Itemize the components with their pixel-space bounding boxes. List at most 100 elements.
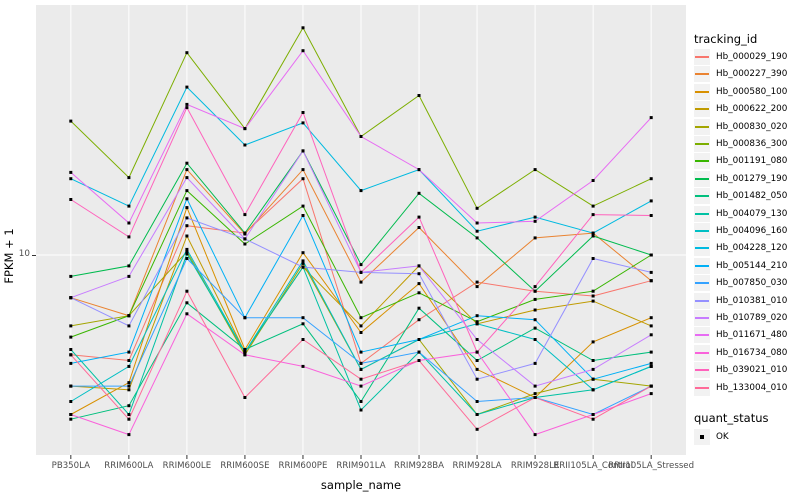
quant-point <box>591 213 595 217</box>
legend-item-label: Hb_039021_010 <box>716 365 788 376</box>
quant-point <box>417 94 421 97</box>
quant-point <box>591 234 595 238</box>
quant-point <box>533 392 537 396</box>
quant-point <box>533 215 537 219</box>
quant-point <box>185 252 189 256</box>
quant-point <box>243 231 247 235</box>
quant-point <box>185 247 189 251</box>
legend-key-box <box>694 205 710 222</box>
quant-point <box>185 161 189 165</box>
quant-point <box>69 177 73 181</box>
quant-point <box>69 324 73 328</box>
quant-point <box>649 199 653 203</box>
legend-line-swatch-icon <box>695 56 709 58</box>
quant-point <box>359 316 363 320</box>
quant-point <box>301 204 305 208</box>
legend-item-label: Hb_133004_010 <box>716 382 788 393</box>
quant-point <box>417 272 421 276</box>
quant-point <box>359 270 363 274</box>
legend-line-swatch-icon <box>695 125 709 128</box>
quant-point <box>475 280 479 284</box>
quant-point <box>649 116 653 120</box>
quant-point <box>127 413 131 416</box>
quant-point <box>185 197 189 201</box>
quant-point <box>359 331 363 334</box>
legend-line-swatch-icon <box>695 73 709 76</box>
quant-point <box>69 417 73 421</box>
legend-item-label: Hb_010381_010 <box>716 295 788 306</box>
quant-point <box>533 219 537 223</box>
quant-point <box>185 257 189 260</box>
quant-point <box>475 427 479 431</box>
quant-point <box>359 350 363 354</box>
quant-point <box>185 51 189 55</box>
quant-point <box>359 324 363 328</box>
quant-point <box>69 198 73 201</box>
quant-point <box>185 176 189 180</box>
legend-item-label: Hb_000029_190 <box>716 52 788 62</box>
quant-point <box>417 338 421 341</box>
quant-point <box>533 361 537 365</box>
quant-point <box>649 333 653 337</box>
quant-point <box>301 251 305 255</box>
legend-line-swatch-icon <box>695 143 709 145</box>
quant-point <box>649 361 653 365</box>
legend-item-label: Hb_000830_020 <box>716 121 788 132</box>
quant-point <box>475 400 479 403</box>
quant-point <box>127 204 131 208</box>
quant-point <box>243 127 247 131</box>
legend-line-swatch-icon <box>695 386 709 389</box>
quant-point <box>533 384 537 388</box>
quant-point <box>475 285 479 289</box>
quant-point <box>475 322 479 326</box>
quant-point <box>359 367 363 371</box>
x-tick-label: RRIM928LE <box>510 461 560 471</box>
quant-point <box>69 353 73 357</box>
quant-point <box>185 85 189 89</box>
quant-point <box>649 364 653 368</box>
legend-key-box <box>694 170 710 187</box>
quant-point <box>301 49 305 53</box>
legend-item-label: Hb_011671_480 <box>716 330 788 341</box>
quant-point <box>301 261 305 265</box>
quant-point <box>301 177 305 181</box>
quant-point <box>127 264 131 268</box>
quant-point <box>127 274 131 278</box>
x-tick-label: RRIM600SE <box>220 461 270 471</box>
quant-point <box>243 316 247 320</box>
quant-point <box>69 348 73 351</box>
legend-key-box <box>694 310 710 326</box>
quant-point <box>649 324 653 328</box>
y-tick-label-10: 10 <box>18 249 30 259</box>
quant-point <box>649 177 653 181</box>
quant-point <box>301 168 305 172</box>
quant-point <box>649 253 653 257</box>
quant-point <box>591 377 595 381</box>
legend-item-label: Hb_001482_050 <box>716 191 788 202</box>
y-tick-mark <box>32 254 36 256</box>
quant-point <box>417 291 421 295</box>
quant-point <box>475 206 479 210</box>
quant-point <box>127 235 131 239</box>
legend-line-swatch-icon <box>695 351 709 354</box>
legend-line-swatch-icon <box>695 230 709 232</box>
legend-key-box <box>694 66 710 83</box>
quant-point <box>591 359 595 362</box>
x-tick-label: RRIM928BA <box>393 461 445 471</box>
quant-point <box>591 294 595 298</box>
quant-point <box>185 206 189 210</box>
quant-point <box>243 143 247 147</box>
legend-item-label: Hb_005144_210 <box>716 260 788 271</box>
quant-point <box>69 413 73 416</box>
quant-point <box>359 408 363 412</box>
quant-point <box>533 433 537 437</box>
quant-point <box>417 318 421 322</box>
quant-point <box>243 242 247 246</box>
quant-point <box>301 265 305 269</box>
quant-point <box>591 340 595 344</box>
legend-key-box <box>694 240 710 257</box>
quant-point <box>591 388 595 392</box>
quant-point <box>243 348 247 351</box>
legend-line-swatch-icon <box>695 317 709 319</box>
